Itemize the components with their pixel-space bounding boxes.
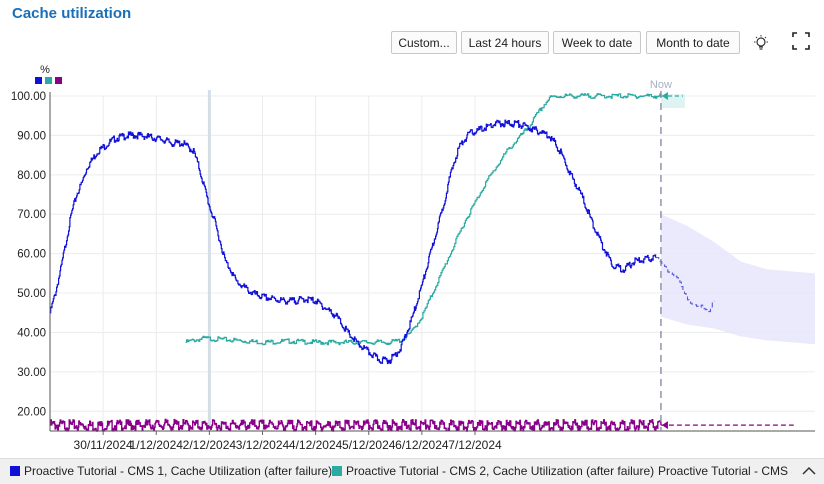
series-2-toggle[interactable]	[45, 77, 52, 84]
legend-swatch	[10, 466, 20, 476]
series-forecast-cms1	[655, 256, 715, 313]
y-tick-label: 80.00	[17, 170, 46, 182]
series-3-toggle[interactable]	[55, 77, 62, 84]
chart-title: Cache utilization	[12, 5, 132, 22]
y-tick-label: 20.00	[17, 406, 46, 418]
y-tick-label: 30.00	[17, 367, 46, 379]
legend-swatch	[332, 466, 342, 476]
now-marker-cms2	[661, 92, 668, 100]
month-to-date-button[interactable]: Month to date	[646, 31, 740, 54]
x-tick-label: 7/12/2024	[448, 438, 502, 452]
y-tick-label: 70.00	[17, 209, 46, 221]
forecast-band	[660, 94, 815, 345]
x-tick-label: 4/12/2024	[289, 438, 343, 452]
series-line-cms2	[185, 93, 662, 346]
y-axis-tick-labels: 100.00 90.00 80.00 70.00 60.00 50.00 40.00 30.0…	[11, 91, 46, 418]
grid-lines	[50, 90, 815, 431]
last-24-hours-button[interactable]: Last 24 hours	[461, 31, 549, 54]
y-tick-label: 60.00	[17, 249, 46, 261]
now-marker-cms3	[661, 421, 668, 430]
legend-label: Proactive Tutorial - CMS 1, Cache Utiliz…	[24, 464, 333, 478]
selection-bar	[207, 90, 211, 431]
y-tick-label: 90.00	[17, 130, 46, 142]
legend-label: Proactive Tutorial - CMS 3, Cache Utiliz…	[658, 464, 792, 478]
legend-item-cms1[interactable]: Proactive Tutorial - CMS 1, Cache Utiliz…	[10, 464, 332, 478]
lightbulb-icon[interactable]	[752, 34, 770, 52]
custom-range-button[interactable]: Custom...	[391, 31, 457, 54]
x-tick-label: 2/12/2024	[183, 438, 237, 452]
y-tick-label: 40.00	[17, 327, 46, 339]
axes	[49, 92, 815, 435]
forecast-confidence-band	[660, 214, 815, 345]
series-lines	[49, 93, 794, 432]
x-tick-label: 1/12/2024	[130, 438, 184, 452]
chart-legend: Proactive Tutorial - CMS 1, Cache Utiliz…	[0, 458, 824, 484]
y-axis-label: %	[40, 64, 50, 76]
series-toggle-squares[interactable]	[35, 77, 62, 84]
legend-item-cms3[interactable]: Proactive Tutorial - CMS 3, Cache Utiliz…	[654, 464, 792, 478]
week-to-date-button[interactable]: Week to date	[553, 31, 641, 54]
fullscreen-icon[interactable]	[792, 32, 810, 50]
legend-item-cms2[interactable]: Proactive Tutorial - CMS 2, Cache Utiliz…	[332, 464, 654, 478]
now-label: Now	[650, 79, 672, 91]
chevron-up-icon[interactable]	[800, 462, 818, 480]
x-tick-label: 6/12/2024	[395, 438, 449, 452]
x-tick-label: 5/12/2024	[342, 438, 396, 452]
x-tick-label: 30/11/2024	[74, 438, 133, 452]
cache-utilization-chart: 100.00 90.00 80.00 70.00 60.00 50.00 40.00 30.0…	[11, 64, 815, 452]
series-line-cms1	[50, 119, 657, 365]
now-marker: Now	[650, 79, 672, 431]
series-1-toggle[interactable]	[35, 77, 42, 84]
legend-label: Proactive Tutorial - CMS 2, Cache Utiliz…	[346, 464, 655, 478]
series-line-cms3	[49, 418, 662, 432]
y-tick-label: 100.00	[11, 91, 46, 103]
x-tick-label: 3/12/2024	[236, 438, 290, 452]
y-tick-label: 50.00	[17, 288, 46, 300]
